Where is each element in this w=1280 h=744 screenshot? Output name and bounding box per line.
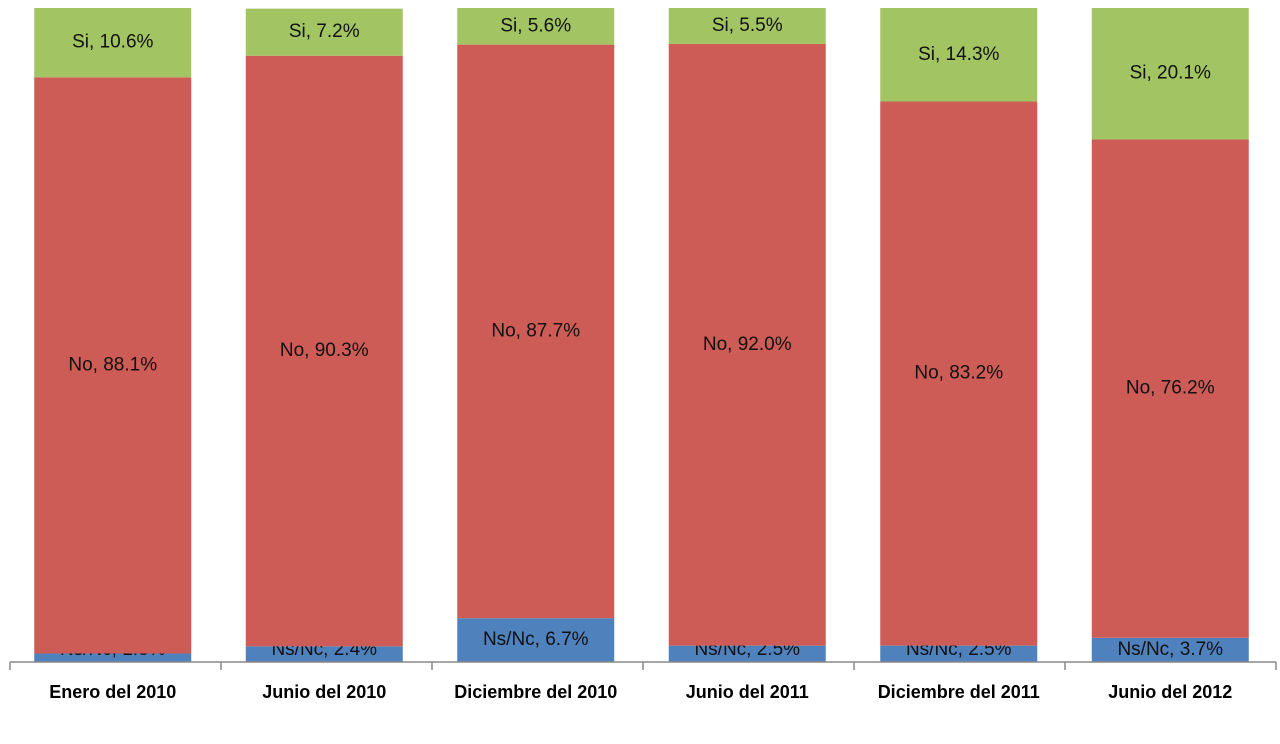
bar-segment (880, 8, 1038, 102)
bar-segment (1091, 8, 1249, 140)
bar-segment (34, 8, 192, 78)
bar-segment (245, 8, 403, 56)
bar-segment (880, 645, 1038, 662)
bar-segment (34, 77, 192, 654)
data-label: Ns/Nc, 3.7% (1117, 639, 1223, 660)
data-label: No, 92.0% (703, 334, 792, 355)
x-tick-label: Diciembre del 2011 (877, 682, 1040, 702)
data-label: Si, 7.2% (289, 21, 360, 42)
bar-segment (457, 618, 615, 662)
data-label: Si, 20.1% (1130, 63, 1211, 84)
bar-segment (1091, 139, 1249, 638)
data-label: Si, 14.3% (918, 44, 999, 65)
data-label: No, 83.2% (914, 363, 1003, 384)
x-tick-label: Diciembre del 2010 (454, 682, 618, 702)
bar-segment (34, 653, 192, 662)
x-tick-label: Enero del 2010 (49, 682, 177, 702)
bar-segment (668, 43, 826, 646)
bar-segment (457, 44, 615, 619)
bar-segment (668, 645, 826, 662)
bar-segment (245, 646, 403, 662)
bar-segment (880, 101, 1038, 646)
x-tick-label: Junio del 2011 (685, 682, 809, 702)
bar-segment (457, 8, 615, 45)
x-tick-label: Junio del 2010 (262, 682, 387, 702)
data-label: No, 88.1% (68, 354, 157, 375)
data-label: Ns/Nc, 6.7% (483, 629, 589, 650)
x-tick-label: Junio del 2012 (1108, 682, 1233, 702)
data-label: No, 76.2% (1126, 378, 1215, 399)
data-label: Si, 10.6% (72, 32, 153, 53)
data-label: No, 87.7% (491, 320, 580, 341)
bar-segment (668, 8, 826, 44)
data-label: Si, 5.5% (712, 15, 783, 36)
data-label: Si, 5.6% (500, 15, 571, 36)
data-label: No, 90.3% (280, 340, 369, 361)
bar-segment (1091, 637, 1249, 662)
bar-segment (245, 55, 403, 647)
